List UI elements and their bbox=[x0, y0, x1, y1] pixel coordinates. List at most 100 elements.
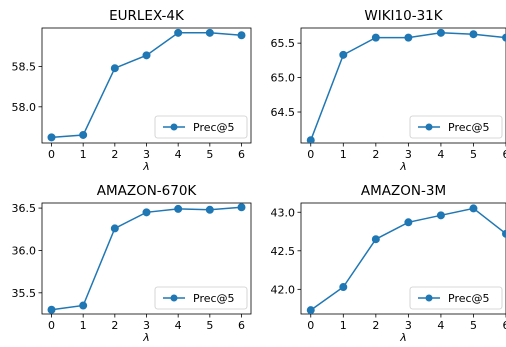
legend: Prec@5 bbox=[154, 286, 248, 310]
data-point bbox=[404, 218, 413, 227]
x-tick-label: 5 bbox=[206, 319, 213, 332]
series-1 bbox=[47, 203, 246, 314]
x-tick-label: 2 bbox=[111, 148, 118, 161]
series-1 bbox=[306, 204, 506, 314]
data-point bbox=[47, 133, 56, 142]
x-tick-label: 1 bbox=[340, 319, 347, 332]
data-point bbox=[306, 136, 315, 143]
axes-frame bbox=[300, 202, 506, 315]
data-point bbox=[469, 30, 478, 39]
series-1 bbox=[47, 28, 246, 142]
data-point bbox=[110, 64, 119, 73]
y-tick-label: 65.5 bbox=[271, 37, 296, 50]
subplot-2: WIKI10-31K 0 1 2 3 4 5 6 64.5 65.0 65.5 λ Prec@5 bbox=[271, 8, 506, 173]
data-point bbox=[142, 51, 151, 60]
legend-marker bbox=[170, 294, 178, 302]
x-tick-label: 2 bbox=[372, 148, 379, 161]
y-tick-label: 43.0 bbox=[271, 206, 296, 219]
x-tick-label: 4 bbox=[175, 148, 182, 161]
x-tick-label: 4 bbox=[437, 148, 444, 161]
y-tick-label: 36.0 bbox=[12, 244, 37, 257]
x-tick-label: 6 bbox=[238, 319, 245, 332]
y-tick-label: 42.0 bbox=[271, 283, 296, 296]
x-tick-label: 6 bbox=[238, 148, 245, 161]
data-point bbox=[79, 301, 88, 310]
x-tick-label: 6 bbox=[503, 319, 506, 332]
subplot-title: AMAZON-670K bbox=[97, 183, 198, 199]
y-tick-label: 58.0 bbox=[12, 101, 37, 114]
data-point bbox=[174, 204, 183, 213]
data-point bbox=[436, 28, 445, 37]
x-axis-label: λ bbox=[399, 160, 407, 173]
y-tick-label: 42.5 bbox=[271, 245, 296, 258]
x-tick-label: 4 bbox=[175, 319, 182, 332]
legend-box bbox=[409, 286, 503, 310]
legend-marker bbox=[425, 294, 433, 302]
legend-label: Prec@5 bbox=[448, 121, 490, 134]
data-point bbox=[469, 204, 478, 213]
x-tick-label: 0 bbox=[307, 319, 314, 332]
legend-marker bbox=[170, 123, 178, 131]
legend-label: Prec@5 bbox=[448, 292, 490, 305]
subplot-title: EURLEX-4K bbox=[109, 8, 185, 24]
data-point bbox=[371, 235, 380, 244]
data-point bbox=[205, 28, 214, 37]
legend-box bbox=[409, 115, 503, 139]
data-point bbox=[502, 229, 506, 238]
data-point bbox=[502, 33, 506, 42]
x-tick-label: 0 bbox=[48, 319, 55, 332]
subplot-1: EURLEX-4K 0 1 2 3 4 5 6 58.0 58.5 λ Prec@5 bbox=[12, 8, 252, 173]
data-point bbox=[404, 33, 413, 42]
data-point bbox=[237, 203, 246, 212]
x-tick-label: 0 bbox=[307, 148, 314, 161]
x-tick-label: 3 bbox=[405, 319, 412, 332]
data-point bbox=[79, 130, 88, 139]
x-tick-label: 1 bbox=[340, 148, 347, 161]
x-axis-label: λ bbox=[399, 331, 407, 344]
data-point bbox=[174, 28, 183, 37]
x-tick-label: 0 bbox=[48, 148, 55, 161]
y-tick-label: 36.5 bbox=[12, 202, 37, 215]
legend-box bbox=[154, 115, 248, 139]
data-point bbox=[47, 305, 56, 314]
subplot-title: WIKI10-31K bbox=[364, 8, 443, 24]
legend: Prec@5 bbox=[409, 286, 503, 310]
legend-marker bbox=[425, 123, 433, 131]
data-point bbox=[205, 205, 214, 214]
y-tick-label: 64.5 bbox=[271, 106, 296, 119]
legend-box bbox=[154, 286, 248, 310]
axes-frame bbox=[300, 27, 506, 144]
data-point bbox=[436, 211, 445, 220]
data-point bbox=[306, 306, 315, 314]
subplot-3: AMAZON-670K 0 1 2 3 4 5 6 35.5 36.0 36.5 λ Prec@5 bbox=[12, 183, 252, 344]
y-tick-label: 58.5 bbox=[12, 61, 37, 74]
data-point bbox=[371, 33, 380, 42]
x-axis-label: λ bbox=[142, 331, 150, 344]
x-tick-label: 4 bbox=[437, 319, 444, 332]
data-point bbox=[339, 50, 348, 59]
data-point bbox=[110, 224, 119, 233]
legend: Prec@5 bbox=[409, 115, 503, 139]
data-point bbox=[339, 283, 348, 292]
subplot-4: AMAZON-3M 0 1 2 3 4 5 6 42.0 42.5 43.0 λ Prec@5 bbox=[271, 183, 506, 344]
x-tick-label: 3 bbox=[143, 319, 150, 332]
series-1 bbox=[306, 28, 506, 143]
data-point bbox=[142, 208, 151, 217]
x-tick-label: 1 bbox=[80, 319, 87, 332]
x-tick-label: 3 bbox=[143, 148, 150, 161]
legend: Prec@5 bbox=[154, 115, 248, 139]
y-tick-label: 65.0 bbox=[271, 72, 296, 85]
x-tick-label: 2 bbox=[111, 319, 118, 332]
x-tick-label: 1 bbox=[80, 148, 87, 161]
y-tick-label: 35.5 bbox=[12, 287, 37, 300]
x-tick-label: 5 bbox=[470, 148, 477, 161]
x-tick-label: 5 bbox=[206, 148, 213, 161]
x-tick-label: 5 bbox=[470, 319, 477, 332]
x-tick-label: 6 bbox=[503, 148, 506, 161]
legend-label: Prec@5 bbox=[193, 121, 235, 134]
subplot-title: AMAZON-3M bbox=[361, 183, 446, 199]
x-tick-label: 3 bbox=[405, 148, 412, 161]
data-point bbox=[237, 31, 246, 40]
x-tick-label: 2 bbox=[372, 319, 379, 332]
